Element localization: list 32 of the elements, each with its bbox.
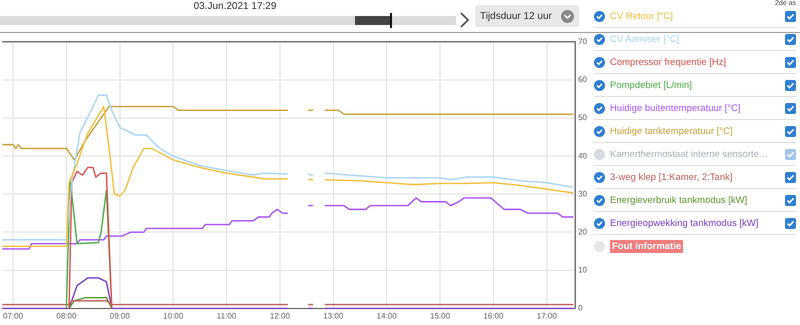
y-tick-label: 50 bbox=[578, 113, 588, 122]
y-tick-label: 20 bbox=[578, 227, 588, 236]
x-tick-label: 10:00 bbox=[163, 311, 184, 320]
text: CV Retour [°C] bbox=[610, 10, 674, 22]
y-tick-label: 0 bbox=[578, 304, 584, 313]
y-tick-label: 60 bbox=[578, 75, 588, 84]
legend-label: Kamerthermostaat interne sensorte… bbox=[610, 148, 770, 160]
x-tick-label: 07:00 bbox=[2, 311, 24, 320]
x-tick-label: 09:00 bbox=[110, 311, 130, 320]
x-tick-label: 08:00 bbox=[56, 311, 77, 320]
text: Huidige tanktemperatuur [°C] bbox=[610, 126, 734, 136]
y-tick-label: 30 bbox=[578, 189, 588, 198]
x-tick-label: 16:00 bbox=[483, 311, 504, 320]
x-tick-label: 13:00 bbox=[323, 311, 344, 320]
text: Huidige buitentemperatuur [°C] bbox=[610, 102, 742, 114]
x-tick-label: 14:00 bbox=[376, 311, 398, 320]
text: 3-weg klep [1:Kamer, 2:Tank] bbox=[610, 172, 734, 182]
text: Tijdsduur 12 uur bbox=[480, 10, 553, 22]
text: CV Aanvoer [°C] bbox=[610, 34, 680, 44]
x-tick-label: 17:00 bbox=[536, 311, 558, 320]
text: Fout informatie bbox=[610, 240, 684, 252]
text: Energieverbruik tankmodus [kW] bbox=[610, 194, 748, 206]
chart-title: 03.Jun.2021 17:29 bbox=[192, 1, 278, 12]
x-tick-label: 15:00 bbox=[430, 311, 451, 320]
text: Pompdebiet [L/min] bbox=[610, 80, 693, 90]
text: Compressor frequentie [Hz] bbox=[610, 56, 728, 68]
text: Energieopwekking tankmodus [kW] bbox=[610, 218, 760, 228]
y-tick-label: 10 bbox=[578, 266, 588, 275]
x-tick-label: 12:00 bbox=[270, 311, 290, 320]
y-tick-label: 70 bbox=[578, 37, 588, 46]
y-tick-label: 40 bbox=[578, 151, 588, 160]
x-tick-label: 11:00 bbox=[216, 311, 237, 320]
